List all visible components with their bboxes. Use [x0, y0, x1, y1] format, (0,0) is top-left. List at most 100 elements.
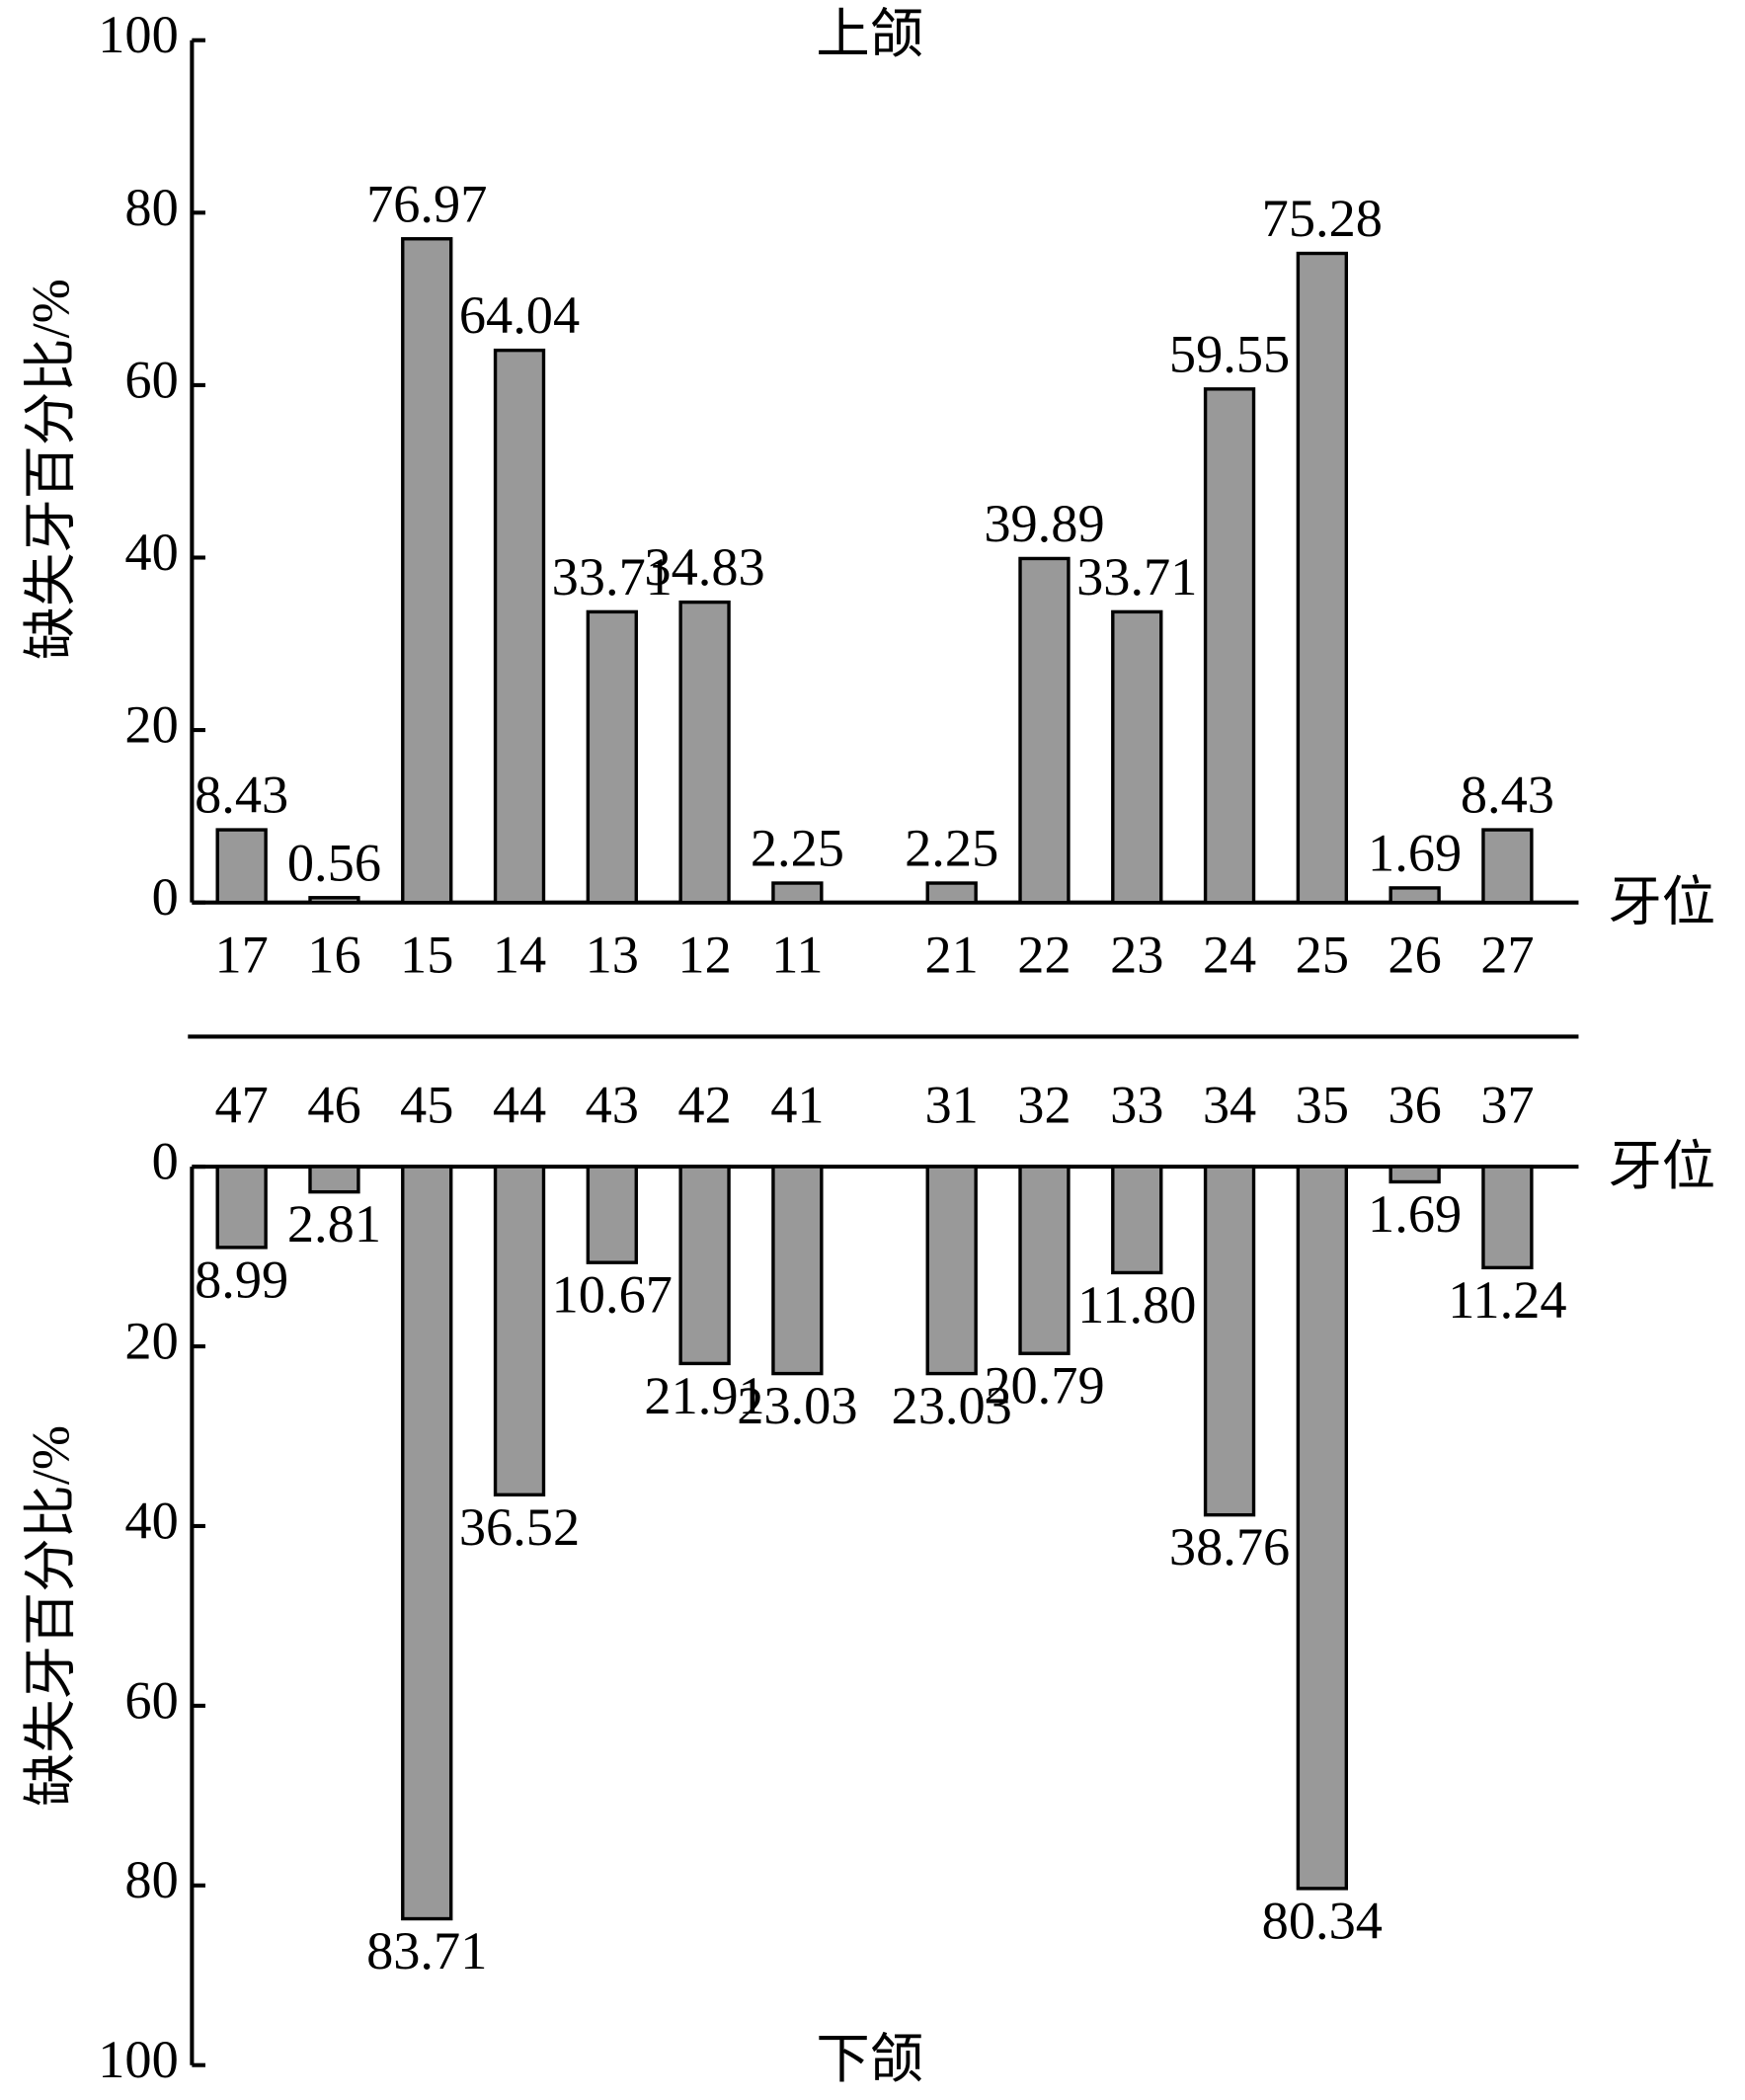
bar	[1388, 886, 1441, 905]
value-label: 0.56	[287, 833, 381, 892]
bar	[771, 1165, 824, 1376]
x-tick-label: 17	[214, 926, 268, 985]
y-tick-label: 80	[124, 178, 178, 237]
x-tick-label: 47	[214, 1076, 268, 1135]
x-tick-label: 34	[1203, 1076, 1256, 1135]
value-label: 33.71	[1076, 547, 1197, 606]
x-tick-label: 36	[1388, 1076, 1441, 1135]
x-tick-label: 23	[1110, 926, 1163, 985]
value-label: 75.28	[1262, 189, 1383, 248]
x-tick-label: 26	[1388, 926, 1441, 985]
value-label: 21.91	[644, 1366, 764, 1425]
y-axis-label: 缺失牙百分比/%	[22, 1425, 81, 1807]
x-axis-label: 牙位	[1608, 873, 1715, 932]
bar	[1111, 609, 1163, 905]
bar	[771, 881, 824, 905]
value-label: 8.43	[1461, 766, 1554, 825]
bar	[1296, 251, 1349, 905]
y-tick-label: 60	[124, 350, 178, 409]
x-tick-label: 32	[1017, 1076, 1071, 1135]
y-tick-label: 60	[124, 1670, 178, 1730]
y-tick-label: 100	[98, 5, 179, 64]
value-label: 11.80	[1077, 1275, 1196, 1334]
bar	[1388, 1165, 1441, 1184]
value-label: 80.34	[1262, 1891, 1383, 1950]
bar	[1018, 1165, 1071, 1355]
bar	[1296, 1165, 1349, 1891]
bar	[1203, 1165, 1256, 1517]
chart-title: 下颌	[816, 2030, 923, 2089]
x-tick-label: 45	[400, 1076, 453, 1135]
value-label: 10.67	[552, 1265, 673, 1325]
y-tick-label: 80	[124, 1850, 178, 1909]
bar	[493, 1165, 546, 1496]
value-label: 20.79	[984, 1356, 1104, 1415]
value-label: 1.69	[1368, 824, 1462, 883]
x-tick-label: 46	[307, 1076, 360, 1135]
bar	[925, 881, 978, 905]
value-label: 34.83	[644, 537, 764, 597]
y-tick-label: 40	[124, 523, 178, 582]
x-tick-label: 41	[770, 1076, 824, 1135]
value-label: 59.55	[1169, 324, 1290, 383]
y-tick-label: 40	[124, 1491, 178, 1550]
bar	[678, 1165, 731, 1366]
value-label: 23.03	[737, 1376, 857, 1435]
bar	[586, 1165, 638, 1264]
bar	[401, 1165, 453, 1921]
x-tick-label: 21	[925, 926, 979, 985]
value-label: 39.89	[984, 494, 1104, 553]
value-label: 2.25	[905, 819, 998, 878]
y-tick-label: 20	[124, 1312, 178, 1371]
bar	[1203, 387, 1256, 905]
x-tick-label: 13	[586, 926, 639, 985]
bar	[1111, 1165, 1163, 1275]
x-tick-label: 42	[677, 1076, 731, 1135]
bar	[925, 1165, 978, 1376]
value-label: 33.71	[552, 547, 673, 606]
x-tick-label: 24	[1203, 926, 1256, 985]
x-tick-label: 27	[1480, 926, 1534, 985]
x-tick-label: 22	[1017, 926, 1071, 985]
value-label: 11.24	[1448, 1270, 1566, 1330]
x-tick-label: 31	[925, 1076, 979, 1135]
x-tick-label: 33	[1110, 1076, 1163, 1135]
bar	[1018, 556, 1071, 905]
x-tick-label: 16	[307, 926, 360, 985]
value-label: 64.04	[459, 285, 580, 345]
bar	[308, 896, 360, 905]
y-tick-label: 20	[124, 695, 178, 755]
value-label: 23.03	[892, 1376, 1012, 1435]
value-label: 8.99	[195, 1250, 288, 1309]
x-tick-label: 43	[586, 1076, 639, 1135]
y-tick-label: 100	[98, 2030, 179, 2089]
value-label: 76.97	[366, 174, 487, 233]
y-axis-label: 缺失牙百分比/%	[22, 279, 81, 660]
bar	[401, 237, 453, 905]
bar	[215, 828, 268, 905]
bar	[1481, 1165, 1534, 1270]
x-axis-label: 牙位	[1608, 1137, 1715, 1196]
value-label: 36.52	[459, 1497, 580, 1557]
x-tick-label: 37	[1480, 1076, 1534, 1135]
value-label: 83.71	[366, 1921, 487, 1980]
value-label: 2.25	[751, 819, 844, 878]
x-tick-label: 35	[1296, 1076, 1349, 1135]
x-tick-label: 14	[493, 926, 546, 985]
bar	[586, 609, 638, 905]
bar	[493, 348, 546, 905]
bar	[215, 1165, 268, 1250]
value-label: 2.81	[287, 1194, 381, 1253]
value-label: 1.69	[1368, 1184, 1462, 1244]
x-tick-label: 44	[493, 1076, 546, 1135]
x-tick-label: 15	[400, 926, 453, 985]
y-tick-label: 0	[152, 867, 179, 927]
value-label: 8.43	[195, 766, 288, 825]
x-tick-label: 11	[771, 926, 823, 985]
value-label: 38.76	[1169, 1517, 1290, 1576]
x-tick-label: 12	[677, 926, 731, 985]
bar	[678, 600, 731, 905]
y-tick-label: 0	[152, 1132, 179, 1191]
